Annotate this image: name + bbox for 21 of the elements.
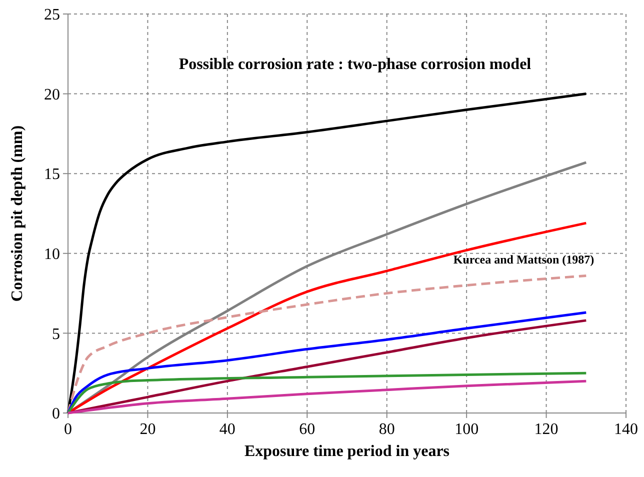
y-tick-label: 25 — [44, 6, 60, 24]
y-tick-label: 5 — [52, 326, 60, 343]
y-tick-label: 20 — [44, 86, 60, 104]
y-tick-label: 0 — [52, 406, 60, 423]
line-series — [66, 380, 588, 414]
x-tick-label: 140 — [614, 421, 638, 438]
x-axis-title: Exposure time period in years — [244, 443, 450, 460]
line-series — [66, 372, 588, 414]
y-tick-label: 10 — [44, 246, 60, 263]
line-series — [66, 274, 588, 414]
x-tick-label: 120 — [534, 421, 558, 438]
x-tick-label: 20 — [140, 421, 156, 438]
x-tick-label: 40 — [219, 421, 236, 438]
y-tick-label: 15 — [44, 166, 60, 184]
x-tick-label: 60 — [299, 421, 316, 438]
y-axis-title: Corrosion pit depth (mm) — [9, 125, 26, 302]
x-tick-label: 100 — [454, 421, 479, 438]
x-tick-label: 80 — [378, 421, 395, 438]
text: Possible corrosion rate : two-phase corrosion model — [178, 56, 532, 73]
series-label: Kurcea and Mattson (1987) — [453, 252, 594, 267]
x-tick-label: 0 — [64, 421, 72, 438]
